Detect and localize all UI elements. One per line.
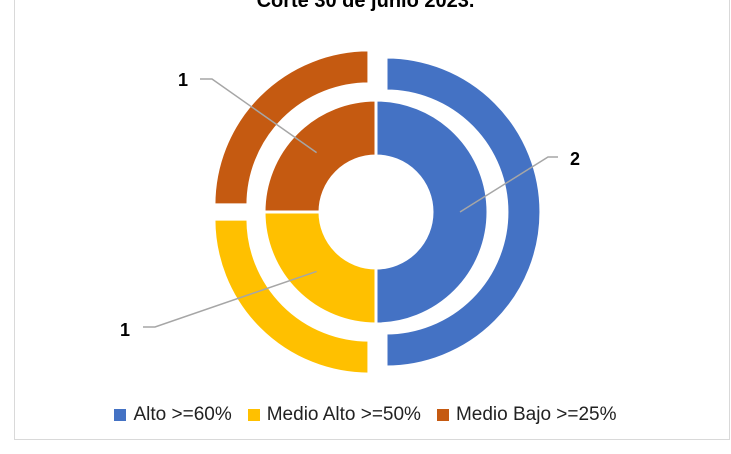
leader-line-alto xyxy=(459,156,558,213)
chart-area xyxy=(14,0,730,440)
ring2-slice-medio-alto xyxy=(212,217,371,376)
data-label-medio-alto: 1 xyxy=(120,320,130,340)
legend: Alto >=60% Medio Alto >=50% Medio Bajo >… xyxy=(0,404,731,426)
leader-line-medio-bajo xyxy=(200,78,318,154)
legend-item-alto: Alto >=60% xyxy=(114,404,232,426)
leader-line-medio-alto xyxy=(143,270,317,328)
ring2-slice-medio-bajo xyxy=(212,48,371,207)
legend-swatch-medio-bajo xyxy=(436,409,449,421)
legend-swatch-medio-alto xyxy=(247,409,260,421)
legend-swatch-alto xyxy=(114,409,127,421)
ring2-slice-alto xyxy=(384,55,543,369)
legend-item-medio-alto: Medio Alto >=50% xyxy=(247,404,421,426)
legend-label-medio-alto: Medio Alto >=50% xyxy=(266,404,421,425)
ring1-slice-alto xyxy=(374,98,490,326)
legend-label-alto: Alto >=60% xyxy=(133,404,232,425)
data-label-alto: 2 xyxy=(570,149,580,169)
ring1-slice-medio-bajo xyxy=(262,98,378,214)
chart-title: Corte 30 de junio 2023. xyxy=(256,0,475,12)
data-label-medio-bajo: 1 xyxy=(178,70,188,90)
ring1-slice-medio-alto xyxy=(262,210,378,326)
legend-item-medio-bajo: Medio Bajo >=25% xyxy=(436,404,617,426)
legend-label-medio-bajo: Medio Bajo >=25% xyxy=(455,404,617,425)
